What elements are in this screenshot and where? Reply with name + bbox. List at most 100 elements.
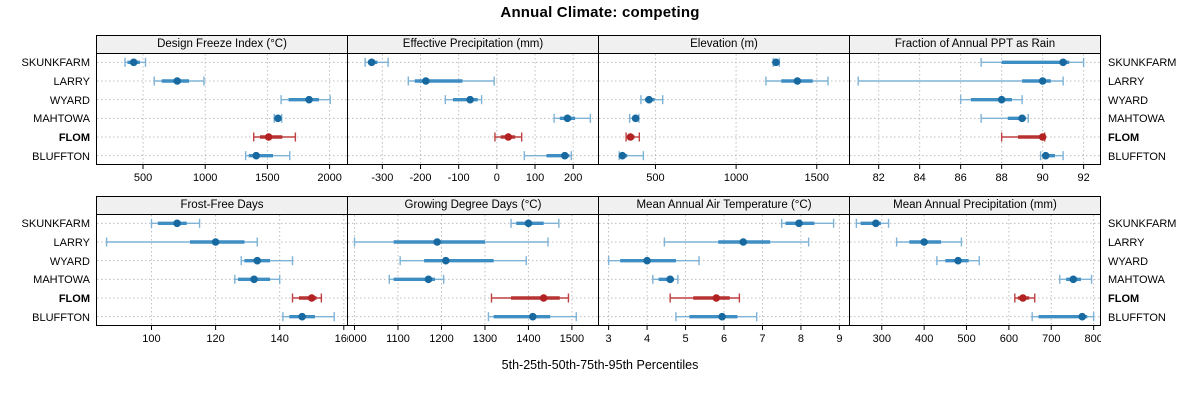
series-larry <box>765 76 829 86</box>
panel-plot-svg: 3 4 5 6 7 8 9 <box>598 214 850 345</box>
x-tick-label: 500 <box>646 172 664 184</box>
site-label-bluffton: BLUFFTON <box>32 150 90 163</box>
panel-plot-svg: 500 1000 1500 2000 <box>96 53 348 184</box>
chart-subtitle: 5th-25th-50th-75th-95th Percentiles <box>501 358 699 372</box>
series-wyard <box>959 95 1023 105</box>
site-label-skunkfarm: SKUNKFARM <box>1108 57 1177 70</box>
site-label-larry: LARRY <box>53 76 90 88</box>
series-flom <box>669 293 741 303</box>
series-flom <box>1000 132 1047 142</box>
panel-plot-svg: 1000 1100 1200 1300 1400 1500 <box>347 214 599 345</box>
site-label-mahtowa: MAHTOWA <box>33 113 90 126</box>
x-tick-label: 7 <box>759 333 765 345</box>
series-mahtowa <box>628 113 640 123</box>
site-label-skunkfarm: SKUNKFARM <box>1108 218 1177 231</box>
x-tick-label: 700 <box>1042 333 1060 345</box>
panel-mean-annual-precipitation-mm: Mean Annual Precipitation (mm) 300 400 500 6… <box>849 196 1101 348</box>
series-bluffton <box>487 312 577 322</box>
x-tick-label: 120 <box>206 333 224 345</box>
panel-strip-title: Mean Annual Precipitation (mm) <box>849 196 1101 215</box>
panel-frost-free-days: Frost-Free Days 100 120 140 160 <box>96 196 348 348</box>
panel-strip-title: Frost-Free Days <box>96 196 348 215</box>
x-tick-label: 1100 <box>386 333 410 345</box>
site-label-wyard: WYARD <box>1108 94 1149 107</box>
series-mahtowa <box>273 113 283 123</box>
site-label-wyard: WYARD <box>49 94 90 107</box>
site-label-wyard: WYARD <box>1108 255 1149 268</box>
site-label-flom: FLOM <box>58 132 90 145</box>
chart-title: Annual Climate: competing <box>500 4 700 21</box>
series-flom <box>494 132 523 142</box>
panel-strip-title: Elevation (m) <box>598 35 850 54</box>
series-skunkfarm <box>855 218 890 228</box>
x-tick-label: 5 <box>682 333 688 345</box>
panel-strip-title: Fraction of Annual PPT as Rain <box>849 35 1101 54</box>
site-label-skunkfarm: SKUNKFARM <box>21 57 90 70</box>
site-label-flom: FLOM <box>1108 293 1140 306</box>
panel-plot-svg: 500 1000 1500 <box>598 53 850 184</box>
series-skunkfarm <box>364 57 389 67</box>
site-label-flom: FLOM <box>1108 132 1140 145</box>
x-tick-label: 88 <box>996 172 1008 184</box>
series-wyard <box>607 256 700 266</box>
x-tick-label: 300 <box>873 333 891 345</box>
site-labels-right: SKUNKFARM LARRY WYARD MAHTOWA FLOM BLUFFTON <box>1108 215 1200 327</box>
panel-plot-svg: -300 -200 -100 0 100 200 <box>347 53 599 184</box>
site-label-mahtowa: MAHTOWA <box>1108 113 1165 126</box>
site-label-larry: LARRY <box>53 237 90 249</box>
x-tick-label: 140 <box>271 333 289 345</box>
x-tick-label: 82 <box>873 172 885 184</box>
panel-effective-precipitation-mm: Effective Precipitation (mm) -300 -200 -100… <box>347 35 599 187</box>
panel-strip-title: Design Freeze Index (°C) <box>96 35 348 54</box>
site-label-bluffton: BLUFFTON <box>1108 311 1166 324</box>
x-tick-label: 500 <box>134 172 152 184</box>
x-tick-label: 1000 <box>724 172 748 184</box>
series-flom <box>1014 293 1036 303</box>
x-tick-label: 160 <box>335 333 348 345</box>
series-larry <box>105 237 258 247</box>
series-flom <box>291 293 323 303</box>
x-tick-label: 84 <box>914 172 926 184</box>
series-bluffton <box>618 151 645 161</box>
series-wyard <box>399 256 527 266</box>
series-flom <box>490 293 570 303</box>
x-tick-label: 3 <box>606 333 612 345</box>
series-mahtowa <box>652 274 679 284</box>
panel-plot-svg: 300 400 500 600 700 800 <box>849 214 1101 345</box>
x-tick-label: 200 <box>564 172 582 184</box>
panel-plot-svg: 82 84 86 88 90 92 <box>849 53 1101 184</box>
panel-strip-title: Effective Precipitation (mm) <box>347 35 599 54</box>
site-label-larry: LARRY <box>1108 76 1145 88</box>
series-mahtowa <box>234 274 281 284</box>
series-mahtowa <box>1059 274 1093 284</box>
series-flom <box>253 132 297 142</box>
series-wyard <box>444 95 483 105</box>
x-tick-label: 6 <box>721 333 727 345</box>
series-larry <box>895 237 963 247</box>
x-tick-label: 400 <box>915 333 933 345</box>
series-bluffton <box>282 312 335 322</box>
series-wyard <box>240 256 294 266</box>
site-labels-left: SKUNKFARM LARRY WYARD MAHTOWA FLOM BLUFFTON <box>0 54 90 166</box>
panel-elevation-m: Elevation (m) 500 1000 1500 <box>598 35 850 187</box>
series-larry <box>407 76 495 86</box>
series-skunkfarm <box>150 218 201 228</box>
panel-mean-annual-air-temperature-c: Mean Annual Air Temperature (°C) 3 4 5 6 7 8 9 <box>598 196 850 348</box>
series-larry <box>663 237 810 247</box>
panel-strip-title: Growing Degree Days (°C) <box>347 196 599 215</box>
x-tick-label: 600 <box>1000 333 1018 345</box>
site-label-mahtowa: MAHTOWA <box>33 274 90 287</box>
site-label-flom: FLOM <box>58 293 90 306</box>
series-wyard <box>280 95 331 105</box>
site-label-wyard: WYARD <box>49 255 90 268</box>
series-mahtowa <box>388 274 445 284</box>
x-tick-label: 1300 <box>473 333 497 345</box>
series-skunkfarm <box>124 57 147 67</box>
series-skunkfarm <box>772 57 781 67</box>
series-bluffton <box>675 312 758 322</box>
series-bluffton <box>1039 151 1064 161</box>
site-label-bluffton: BLUFFTON <box>1108 150 1166 163</box>
x-tick-label: 9 <box>836 333 842 345</box>
x-tick-label: 800 <box>1084 333 1101 345</box>
